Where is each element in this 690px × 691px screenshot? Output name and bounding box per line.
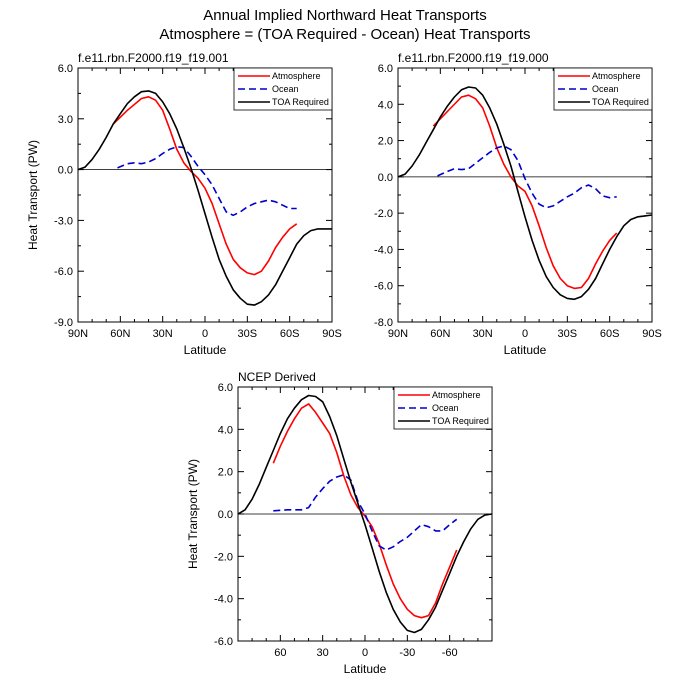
x-tick-label: 30N <box>153 328 173 340</box>
series-group <box>238 394 492 634</box>
figure-title: Annual Implied Northward Heat Transports <box>203 7 487 24</box>
panel-title: f.e11.rbn.F2000.f19_f19.001 <box>78 51 229 65</box>
legend: Atmosphere Ocean TOA Required <box>553 67 653 111</box>
x-tick-label: 60S <box>280 328 300 340</box>
legend-label: Atmosphere <box>432 390 481 400</box>
chart-panel-2: f.e11.rbn.F2000.f19_f19.000 6.0 4.0 2.0 0.0 -… <box>374 51 662 357</box>
x-tick-label: 30N <box>473 328 493 340</box>
x-tick-label: -60 <box>442 647 458 659</box>
y-tick-label: -2.0 <box>374 208 393 220</box>
x-tick-label: 0 <box>202 328 208 340</box>
series-line-toa-required <box>238 394 492 634</box>
y-tick-label: 6.0 <box>58 63 73 75</box>
legend-label: Atmosphere <box>592 71 641 81</box>
y-axis-label: Heat Transport (PW) <box>186 459 200 569</box>
x-tick-label: 90S <box>642 328 662 340</box>
legend-label: TOA Required <box>592 97 649 107</box>
legend-label: TOA Required <box>432 416 489 426</box>
y-tick-label: 0.0 <box>378 172 393 184</box>
x-tick-label: 30S <box>238 328 258 340</box>
x-tick-label: 60S <box>600 328 620 340</box>
series-line-toa-required <box>398 86 652 301</box>
y-tick-label: -3.0 <box>54 215 73 227</box>
x-tick-label: 0 <box>362 647 368 659</box>
figure-subtitle: Atmosphere = (TOA Required - Ocean) Heat… <box>159 26 531 43</box>
y-tick-label: -6.0 <box>214 636 233 648</box>
x-tick-label: 0 <box>522 328 528 340</box>
series-line-ocean <box>273 473 458 551</box>
y-tick-label: 0.0 <box>58 165 73 177</box>
chart-panel-1: f.e11.rbn.F2000.f19_f19.001 6.0 3.0 0.0 -3.0… <box>26 51 342 357</box>
x-tick-label: 90N <box>68 328 88 340</box>
y-tick-label: -8.0 <box>374 317 393 329</box>
panel-title: f.e11.rbn.F2000.f19_f19.000 <box>398 51 549 65</box>
panel-title: NCEP Derived <box>238 370 316 384</box>
legend: Atmosphere Ocean TOA Required <box>233 67 333 111</box>
y-tick-label: -4.0 <box>374 244 393 256</box>
x-tick-label: 60 <box>274 647 286 659</box>
y-tick-label: -4.0 <box>214 594 233 606</box>
legend-label: Ocean <box>432 403 459 413</box>
legend-label: TOA Required <box>272 97 329 107</box>
series-line-toa-required <box>78 90 332 306</box>
series-line-atmosphere <box>432 94 618 290</box>
series-group <box>398 86 652 301</box>
y-tick-label: 2.0 <box>218 467 233 479</box>
y-tick-label: -2.0 <box>214 551 233 563</box>
legend-label: Atmosphere <box>272 71 321 81</box>
x-axis-label: Latitude <box>504 343 547 357</box>
y-tick-label: 0.0 <box>218 509 233 521</box>
x-tick-label: 30S <box>558 328 578 340</box>
y-axis-label: Heat Transport (PW) <box>26 140 40 250</box>
y-tick-label: 4.0 <box>218 424 233 436</box>
series-group <box>78 90 332 306</box>
x-tick-label: -30 <box>399 647 415 659</box>
series-line-atmosphere <box>272 403 458 619</box>
series-line-ocean <box>117 145 297 217</box>
x-tick-label: 60N <box>430 328 450 340</box>
x-tick-label: 30 <box>317 647 329 659</box>
series-line-ocean <box>437 145 617 209</box>
y-tick-label: 4.0 <box>378 99 393 111</box>
y-tick-label: -6.0 <box>374 281 393 293</box>
y-tick-label: -9.0 <box>54 317 73 329</box>
legend-label: Ocean <box>272 84 299 94</box>
y-tick-label: 6.0 <box>378 63 393 75</box>
y-tick-label: 2.0 <box>378 136 393 148</box>
x-tick-label: 60N <box>110 328 130 340</box>
legend-label: Ocean <box>592 84 619 94</box>
x-tick-label: 90N <box>388 328 408 340</box>
x-axis-label: Latitude <box>344 662 387 676</box>
x-axis-label: Latitude <box>184 343 227 357</box>
y-tick-label: 6.0 <box>218 382 233 394</box>
y-tick-label: -6.0 <box>54 266 73 278</box>
y-tick-label: 3.0 <box>58 114 73 126</box>
x-tick-label: 90S <box>322 328 342 340</box>
legend: Atmosphere Ocean TOA Required <box>393 386 493 430</box>
chart-panel-3: NCEP Derived 6.0 4.0 2.0 0.0 -2.0 -4.0 -6.0 60 30… <box>186 370 493 676</box>
series-line-atmosphere <box>112 96 298 276</box>
